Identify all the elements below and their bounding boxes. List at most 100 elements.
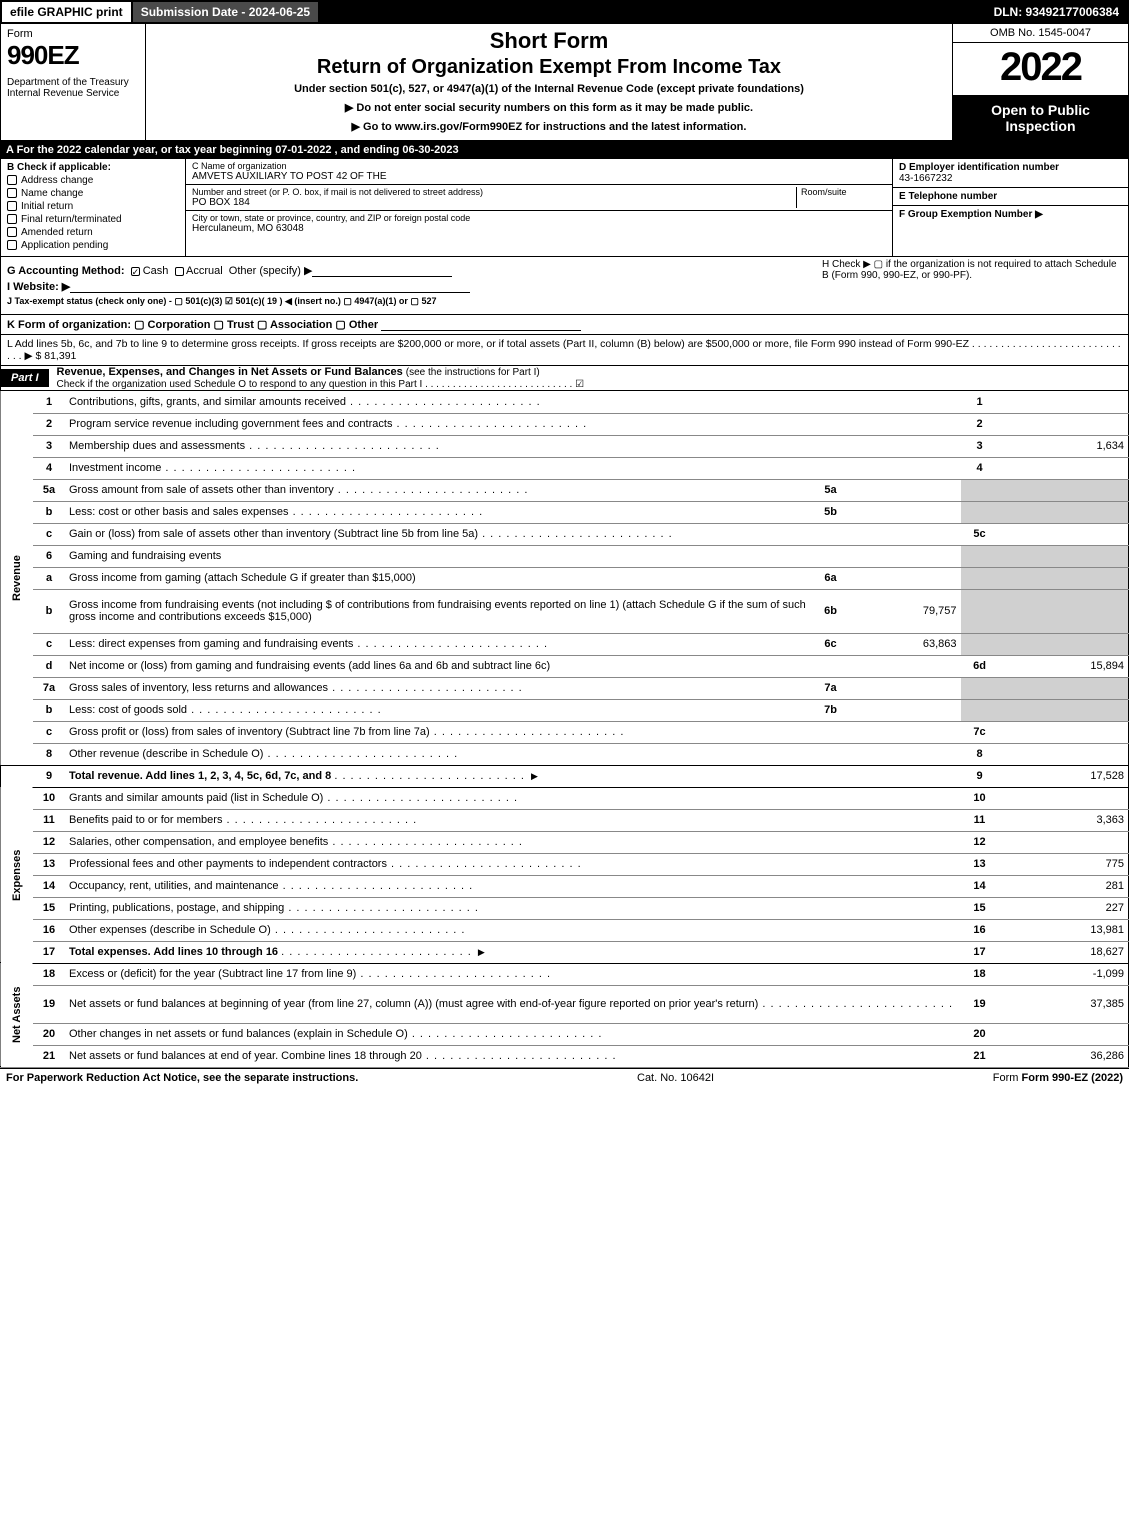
ln10-desc: Grants and similar amounts paid (list in… <box>65 787 961 809</box>
c-city-lbl: City or town, state or province, country… <box>192 213 886 223</box>
g-opt-2: Other (specify) ▶ <box>229 265 313 277</box>
c-addr-val: PO BOX 184 <box>192 197 796 208</box>
ln7b-mb: 7b <box>811 699 851 721</box>
h-box: H Check ▶ ▢ if the organization is not r… <box>822 259 1122 281</box>
ln11-r: 11 <box>961 809 999 831</box>
ln5a-num: 5a <box>33 479 65 501</box>
chk-initial-return[interactable] <box>7 201 17 211</box>
ln4-desc: Investment income <box>65 457 961 479</box>
ln5b-desc: Less: cost or other basis and sales expe… <box>65 501 811 523</box>
ln11-desc: Benefits paid to or for members <box>65 809 961 831</box>
row-a-taxyear: A For the 2022 calendar year, or tax yea… <box>0 141 1129 159</box>
ln5a-rsh <box>961 479 999 501</box>
part1-tag: Part I <box>1 369 49 387</box>
ln8-v <box>999 743 1129 765</box>
instr-ssn: ▶ Do not enter social security numbers o… <box>154 101 944 114</box>
ln6-num: 6 <box>33 545 65 567</box>
ln1-desc: Contributions, gifts, grants, and simila… <box>65 391 961 413</box>
g-lbl: G Accounting Method: <box>7 265 125 277</box>
ln7c-v <box>999 721 1129 743</box>
ln8-desc: Other revenue (describe in Schedule O) <box>65 743 961 765</box>
ln18-r: 18 <box>961 963 999 985</box>
chk-application-pending[interactable] <box>7 240 17 250</box>
line-l: L Add lines 5b, 6c, and 7b to line 9 to … <box>0 335 1129 366</box>
ln2-num: 2 <box>33 413 65 435</box>
ln13-r: 13 <box>961 853 999 875</box>
chk-amended-return[interactable] <box>7 227 17 237</box>
b-item-1: Name change <box>21 188 83 199</box>
ln2-v <box>999 413 1129 435</box>
sidelabel-expenses: Expenses <box>1 787 34 963</box>
bcde-row: B Check if applicable: Address change Na… <box>0 159 1129 257</box>
part1-title: Revenue, Expenses, and Changes in Net As… <box>57 366 1128 390</box>
c-name-lbl: C Name of organization <box>192 161 886 171</box>
ln17-num: 17 <box>33 941 65 963</box>
ln19-desc: Net assets or fund balances at beginning… <box>65 985 961 1023</box>
header-right: OMB No. 1545-0047 2022 Open to Public In… <box>953 24 1128 140</box>
b-item-0: Address change <box>21 175 93 186</box>
ln5c-desc: Gain or (loss) from sale of assets other… <box>65 523 961 545</box>
ln21-num: 21 <box>33 1045 65 1067</box>
chk-cash[interactable] <box>131 267 140 276</box>
dln-label: DLN: 93492177006384 <box>986 2 1127 22</box>
ln10-r: 10 <box>961 787 999 809</box>
col-def: D Employer identification number 43-1667… <box>893 159 1128 256</box>
ln6c-num: c <box>33 633 65 655</box>
ln3-desc: Membership dues and assessments <box>65 435 961 457</box>
ln19-r: 19 <box>961 985 999 1023</box>
ln9-r: 9 <box>961 765 999 787</box>
ln7b-desc: Less: cost of goods sold <box>65 699 811 721</box>
ln14-num: 14 <box>33 875 65 897</box>
ln1-v <box>999 391 1129 413</box>
efile-print-button[interactable]: efile GRAPHIC print <box>2 2 133 22</box>
ln12-desc: Salaries, other compensation, and employ… <box>65 831 961 853</box>
ln13-v: 775 <box>999 853 1129 875</box>
chk-accrual[interactable] <box>175 267 184 276</box>
ln10-v <box>999 787 1129 809</box>
ghij-block: H Check ▶ ▢ if the organization is not r… <box>0 257 1129 315</box>
ln7a-num: 7a <box>33 677 65 699</box>
g-opt-1: Accrual <box>186 265 223 277</box>
chk-address-change[interactable] <box>7 175 17 185</box>
ln14-desc: Occupancy, rent, utilities, and maintena… <box>65 875 961 897</box>
instr-link[interactable]: ▶ Go to www.irs.gov/Form990EZ for instru… <box>154 120 944 133</box>
return-title: Return of Organization Exempt From Incom… <box>154 56 944 79</box>
ln6d-v: 15,894 <box>999 655 1129 677</box>
ln19-num: 19 <box>33 985 65 1023</box>
i-blank[interactable] <box>70 281 470 293</box>
ln1-r: 1 <box>961 391 999 413</box>
part1-title-text: Revenue, Expenses, and Changes in Net As… <box>57 366 403 378</box>
footer-mid: Cat. No. 10642I <box>637 1072 714 1084</box>
ln9-desc: Total revenue. Add lines 1, 2, 3, 4, 5c,… <box>65 765 961 787</box>
ln16-num: 16 <box>33 919 65 941</box>
ln9-v: 17,528 <box>999 765 1129 787</box>
g-other-blank[interactable] <box>312 265 452 277</box>
k-blank[interactable] <box>381 319 581 331</box>
header-left: Form 990EZ Department of the Treasury In… <box>1 24 146 140</box>
ln6-desc: Gaming and fundraising events <box>65 545 961 567</box>
b-item-2: Initial return <box>21 201 73 212</box>
ln11-v: 3,363 <box>999 809 1129 831</box>
ln6a-num: a <box>33 567 65 589</box>
ln16-v: 13,981 <box>999 919 1129 941</box>
chk-name-change[interactable] <box>7 188 17 198</box>
ln6b-mb: 6b <box>811 589 851 633</box>
k-text: K Form of organization: ▢ Corporation ▢ … <box>7 319 378 331</box>
d-val: 43-1667232 <box>899 173 1122 184</box>
ln20-r: 20 <box>961 1023 999 1045</box>
ln15-v: 227 <box>999 897 1129 919</box>
ln3-num: 3 <box>33 435 65 457</box>
ln9-num: 9 <box>33 765 65 787</box>
j-line: J Tax-exempt status (check only one) - ▢… <box>7 296 436 306</box>
submission-date-button[interactable]: Submission Date - 2024-06-25 <box>133 2 320 22</box>
ln5c-num: c <box>33 523 65 545</box>
ln5a-vsh <box>999 479 1129 501</box>
ln7a-mv <box>851 677 961 699</box>
ln7c-r: 7c <box>961 721 999 743</box>
ln8-r: 8 <box>961 743 999 765</box>
chk-final-return[interactable] <box>7 214 17 224</box>
ln9-desc-text: Total revenue. Add lines 1, 2, 3, 4, 5c,… <box>69 770 331 782</box>
sidelabel-revenue: Revenue <box>1 391 34 765</box>
part1-sub: Check if the organization used Schedule … <box>57 379 585 390</box>
ln10-num: 10 <box>33 787 65 809</box>
